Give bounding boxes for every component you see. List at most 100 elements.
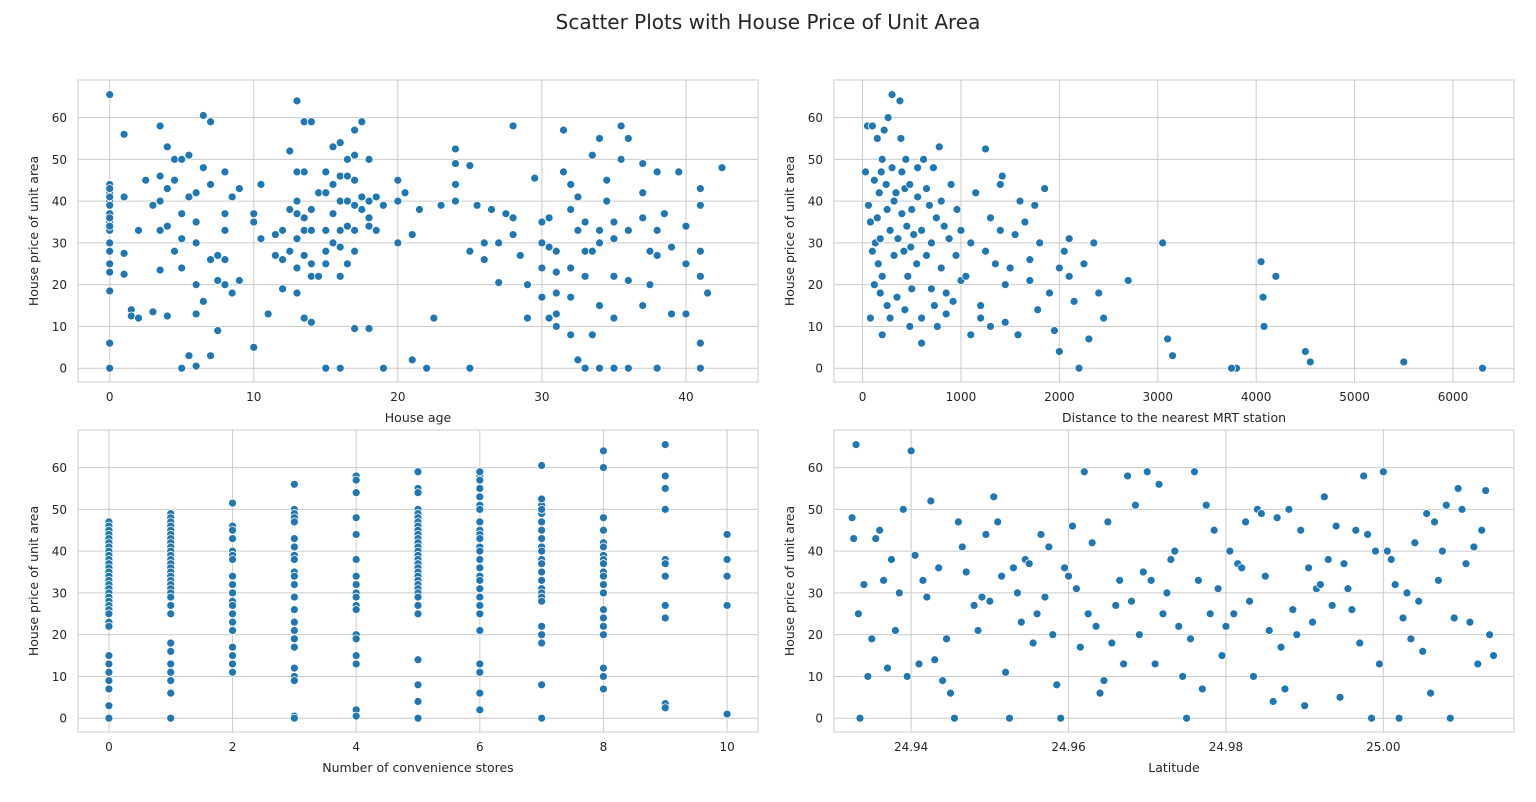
scatter-point xyxy=(1083,609,1093,619)
scatter-point xyxy=(475,601,485,610)
scatter-point xyxy=(198,296,208,306)
scatter-point xyxy=(292,288,302,298)
scatter-point xyxy=(105,259,115,269)
scatter-point xyxy=(1178,672,1188,681)
scatter-point xyxy=(1119,659,1129,669)
y-tick-label: 30 xyxy=(808,236,823,250)
scatter-point xyxy=(166,638,176,648)
scatter-point xyxy=(623,276,633,285)
scatter-point xyxy=(475,534,485,544)
scatter-point xyxy=(660,601,670,610)
scatter-point xyxy=(321,167,331,177)
scatter-point xyxy=(875,288,885,298)
scatter-point xyxy=(1271,271,1281,281)
scatter-point xyxy=(1378,467,1388,477)
scatter-point xyxy=(872,134,882,143)
scatter-point xyxy=(638,159,648,168)
scatter-point xyxy=(887,555,896,564)
scatter-point xyxy=(946,688,955,698)
scatter-point xyxy=(587,150,597,160)
scatter-point xyxy=(599,621,608,631)
x-tick-label: 10 xyxy=(719,740,734,754)
scatter-point xyxy=(595,134,604,143)
scatter-point xyxy=(335,138,345,148)
scatter-point xyxy=(292,209,302,219)
scatter-point xyxy=(695,338,705,348)
scatter-point xyxy=(1284,504,1294,514)
scatter-point xyxy=(1260,571,1270,581)
scatter-point xyxy=(1305,357,1315,367)
scatter-point xyxy=(508,121,518,131)
scatter-point xyxy=(889,251,899,260)
scatter-point xyxy=(881,180,891,189)
scatter-point xyxy=(566,292,576,302)
scatter-point xyxy=(909,230,919,239)
scatter-point xyxy=(105,338,115,348)
scatter-point xyxy=(912,259,922,269)
scatter-point xyxy=(1001,667,1010,677)
scatter-point xyxy=(475,475,485,485)
scatter-point xyxy=(228,555,237,564)
scatter-point xyxy=(645,246,655,256)
y-tick-label: 60 xyxy=(808,461,823,475)
scatter-point xyxy=(1441,500,1451,510)
scatter-point xyxy=(155,265,165,275)
scatter-point xyxy=(350,150,360,160)
scatter-point xyxy=(973,626,983,635)
scatter-point xyxy=(1138,567,1148,577)
scatter-point xyxy=(263,309,273,319)
scatter-point xyxy=(1485,630,1495,640)
y-tick-label: 60 xyxy=(52,111,67,125)
scatter-point xyxy=(1308,617,1317,627)
scatter-point xyxy=(922,592,932,602)
scatter-point xyxy=(1331,521,1341,531)
scatter-point xyxy=(906,242,916,252)
scatter-point xyxy=(285,205,295,214)
scatter-panel-house-age: 0 10 20 30 40 0 10 20 30 40 50 60 House age House pri… xyxy=(26,79,759,425)
scatter-point xyxy=(351,513,361,523)
scatter-point xyxy=(228,617,237,627)
y-axis-label: House price of unit area xyxy=(26,506,41,656)
scatter-point xyxy=(695,200,705,210)
scatter-point xyxy=(415,205,424,214)
scatter-point xyxy=(1375,659,1384,669)
scatter-point xyxy=(289,626,299,635)
scatter-point xyxy=(104,659,114,669)
scatter-point xyxy=(926,496,936,506)
scatter-point xyxy=(475,484,485,493)
y-tick-label: 0 xyxy=(815,712,823,726)
scatter-point xyxy=(660,559,670,569)
scatter-point xyxy=(667,309,676,319)
scatter-point xyxy=(1465,617,1475,627)
scatter-point xyxy=(1072,584,1081,594)
scatter-point xyxy=(580,363,590,373)
scatter-point xyxy=(285,246,295,256)
scatter-point xyxy=(609,217,619,227)
scatter-point xyxy=(551,322,561,331)
scatter-point xyxy=(1095,688,1105,698)
scatter-point xyxy=(981,144,990,154)
scatter-point xyxy=(573,225,583,235)
scatter-point xyxy=(1258,292,1268,302)
scatter-point xyxy=(1209,525,1219,535)
scatter-point xyxy=(1390,580,1400,589)
scatter-point xyxy=(942,634,951,644)
scatter-point xyxy=(1091,621,1101,631)
scatter-point xyxy=(289,542,299,552)
scatter-point xyxy=(939,221,949,231)
scatter-point xyxy=(891,188,901,198)
scatter-point xyxy=(1422,509,1432,518)
x-tick-label: 20 xyxy=(390,390,405,404)
scatter-point xyxy=(951,251,961,260)
scatter-point xyxy=(855,713,865,723)
scatter-point xyxy=(220,225,230,235)
scatter-point xyxy=(1205,609,1215,619)
scatter-panel-mrt-distance: 0 1000 2000 3000 4000 5000 6000 0 10 20 30 40 50 60 Di… xyxy=(782,79,1515,425)
y-tick-label: 40 xyxy=(808,195,823,209)
scatter-point xyxy=(289,605,299,615)
x-tick-label: 40 xyxy=(678,390,693,404)
scatter-point xyxy=(213,276,223,285)
scatter-point xyxy=(227,192,237,202)
scatter-point xyxy=(599,613,608,623)
scatter-point xyxy=(1084,334,1094,344)
